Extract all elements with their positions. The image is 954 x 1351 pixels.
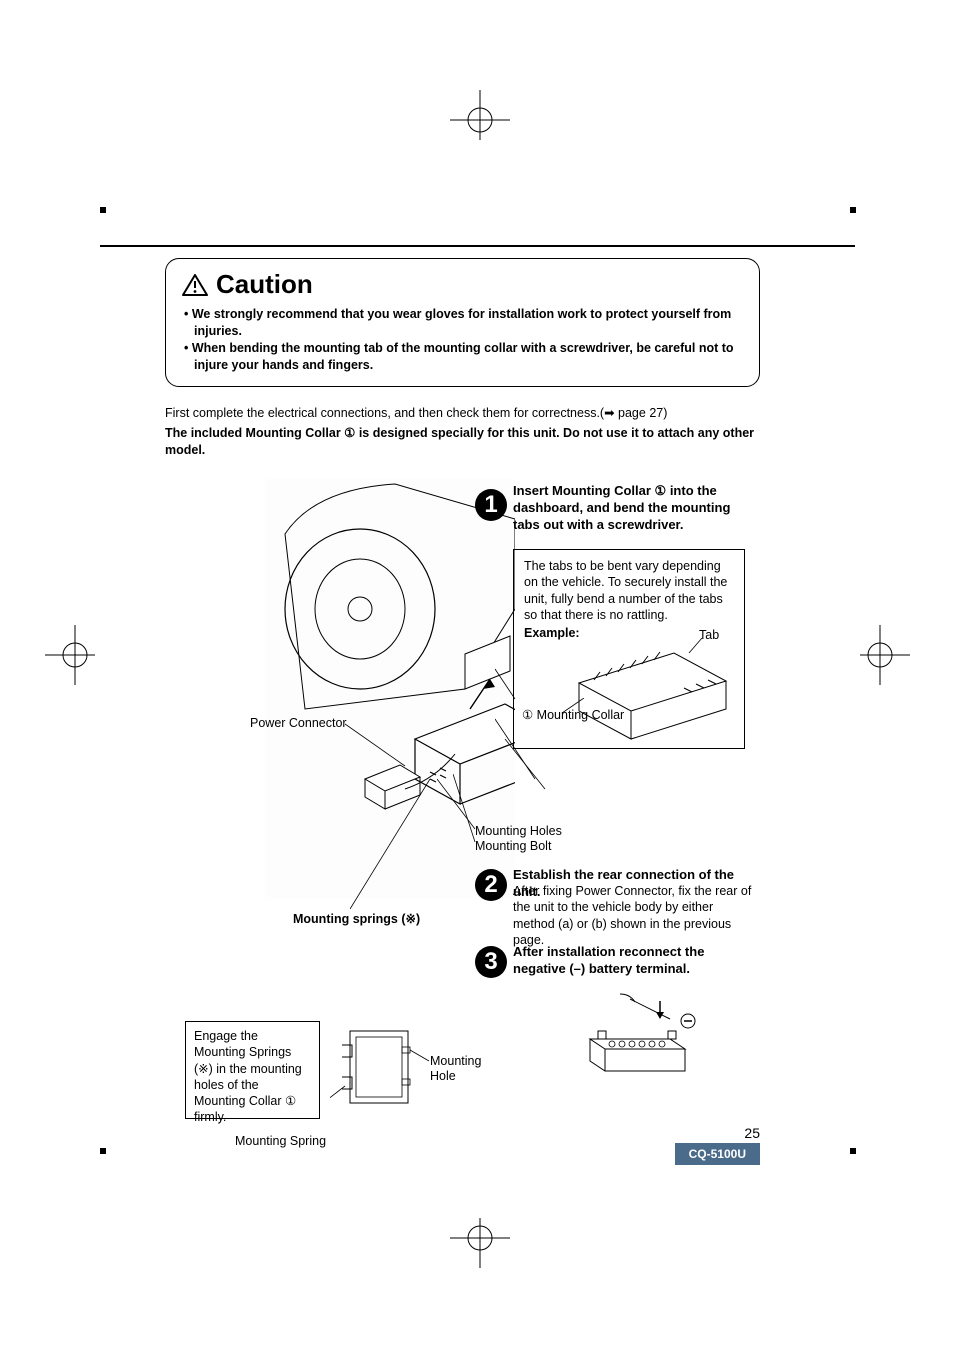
caution-bullet: • We strongly recommend that you wear gl… [182,306,743,340]
info-box-springs: Engage the Mounting Springs (※) in the m… [185,1021,320,1119]
step3-badge: 3 [475,946,507,978]
spring-collar-illustration [330,1021,430,1116]
caution-header: Caution [182,269,743,300]
leader-bolt [453,774,483,844]
model-badge: CQ-5100U [675,1143,760,1165]
crop-dot [850,207,856,213]
warning-icon [182,273,208,297]
caution-box: Caution • We strongly recommend that you… [165,258,760,387]
step1-head: Insert Mounting Collar ① into the dashbo… [513,483,753,534]
power-connector-label: Power Connector [250,716,347,731]
crop-dot [850,1148,856,1154]
tab-label: Tab [699,628,719,643]
registration-mark-right [860,615,910,695]
mounting-hole-label: Mounting Hole [430,1054,490,1084]
registration-mark-bottom [440,1218,520,1268]
diagram-area: 1 Insert Mounting Collar ① into the dash… [165,469,760,1149]
mounting-holes-label: Mounting Holes [475,824,562,839]
crop-dot [100,207,106,213]
caution-bullet: • When bending the mounting tab of the m… [182,340,743,374]
intro-line1: First complete the electrical connection… [165,405,760,422]
info-box-text: The tabs to be bent vary depending on th… [524,558,734,623]
step2-num: 2 [484,871,497,899]
registration-mark-left [45,615,95,695]
step3-head: After installation reconnect the negativ… [513,944,753,978]
step2-badge: 2 [475,869,507,901]
intro-line2: The included Mounting Collar ① is design… [165,425,760,459]
registration-mark-top [440,90,520,140]
caution-title: Caution [216,269,313,300]
page-content: Caution • We strongly recommend that you… [165,240,760,1149]
leader-power [345,721,415,771]
leader-springs [350,779,430,914]
caution-bullets: • We strongly recommend that you wear gl… [182,306,743,374]
mounting-bolt-label: Mounting Bolt [475,839,551,854]
step2-body: After fixing Power Connector, fix the re… [513,883,753,948]
step3-num: 3 [484,948,497,976]
battery-illustration [560,989,710,1079]
crop-dot [100,1148,106,1154]
step1-badge: 1 [475,489,507,521]
leaders-1 [495,659,565,799]
page-number: 25 [675,1125,760,1141]
leader-collar [562,698,602,728]
step1-num: 1 [484,491,497,519]
mounting-springs-label: Mounting springs (※) [293,912,420,927]
footer: 25 CQ-5100U [165,1125,760,1165]
box2-text: Engage the Mounting Springs (※) in the m… [194,1028,311,1126]
